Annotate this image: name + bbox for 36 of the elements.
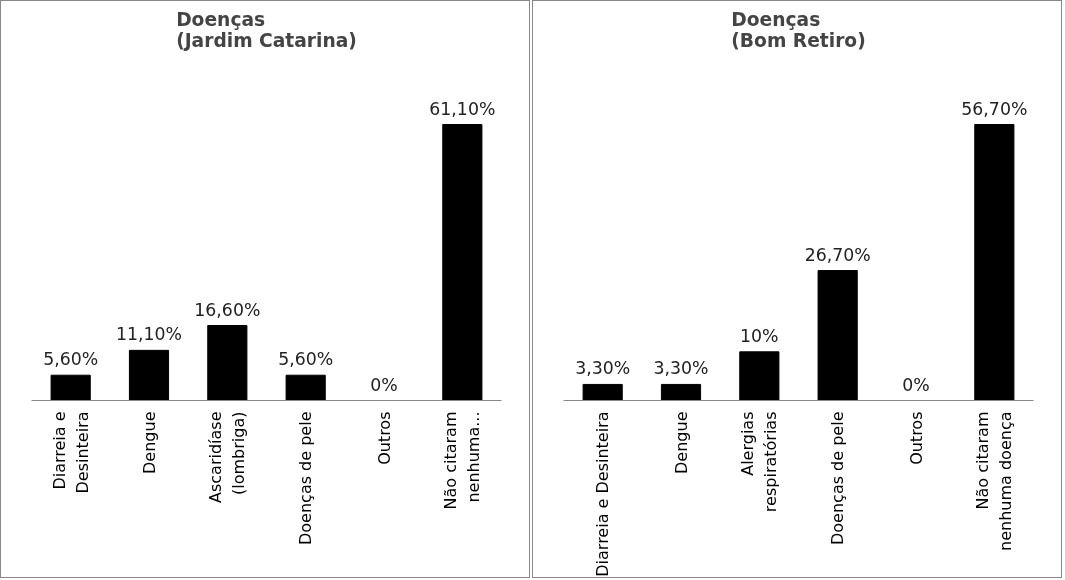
chart-title: Doenças (Jardim Catarina) (176, 8, 357, 51)
bar (974, 124, 1015, 401)
data-label: 3,30% (653, 358, 709, 379)
bar (285, 374, 326, 401)
bar (739, 351, 780, 401)
x-tick-label: Diarreia e Desinteira (49, 411, 92, 494)
data-label: 0% (902, 374, 930, 395)
data-label: 16,60% (194, 299, 261, 320)
x-tick-label: Dengue (671, 411, 691, 474)
data-label: 10% (740, 325, 779, 346)
x-tick-label: Ascaridíase (lombriga) (206, 411, 249, 503)
x-tick-label: Doenças de pele (296, 411, 316, 545)
bar (50, 374, 91, 401)
data-label: 61,10% (429, 98, 496, 119)
data-label: 5,60% (43, 349, 99, 370)
bar (582, 383, 623, 401)
bar (207, 325, 248, 401)
data-label: 56,70% (961, 98, 1028, 119)
data-label: 3,30% (575, 358, 631, 379)
data-label: 11,10% (115, 324, 183, 345)
data-label: 26,70% (804, 244, 871, 265)
chart-title: Doenças (Bom Retiro) (731, 8, 866, 51)
bar (128, 349, 170, 401)
bar (442, 124, 483, 401)
x-tick-label: Outros (906, 411, 926, 465)
x-tick-label: Dengue (139, 411, 159, 474)
x-tick-label: Alergias respiratórias (738, 411, 781, 513)
x-tick-label: Diarreia e Desinteira (593, 411, 613, 577)
bar (660, 383, 702, 401)
data-label: 5,60% (278, 349, 334, 370)
x-tick-label: Outros (374, 411, 394, 465)
x-tick-label: Doenças de pele (828, 411, 848, 545)
x-tick-label: Não citaram nenhuma... (441, 411, 484, 510)
data-label: 0% (370, 374, 398, 395)
x-tick-label: Não citaram nenhuma doença (973, 411, 1016, 551)
bar (817, 270, 858, 401)
